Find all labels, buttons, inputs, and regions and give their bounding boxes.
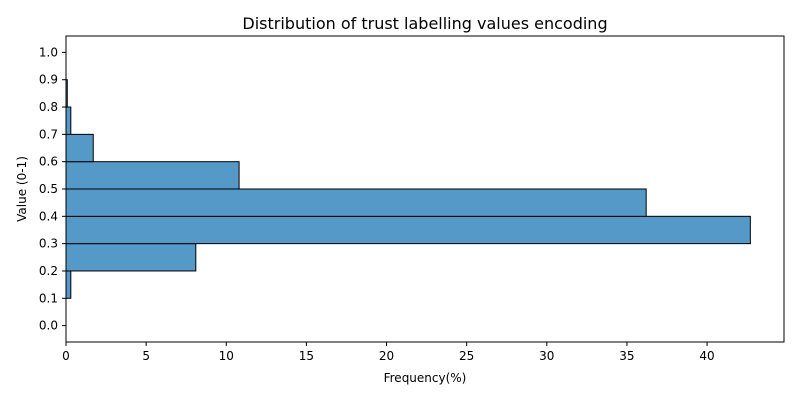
histogram-bar-2 [65,215,751,245]
y-tick-label: 0.2 [39,264,58,278]
x-tick-label: 0 [62,349,70,363]
chart-title: Distribution of trust labelling values e… [242,14,607,33]
x-tick-label: 40 [699,349,714,363]
x-tick-label: 5 [142,349,150,363]
histogram-bar-0 [65,270,72,299]
histogram-bar-1 [65,243,197,272]
y-tick-label: 0.1 [39,291,58,305]
y-tick-label: 1.0 [39,45,58,59]
histogram-bar-3 [65,188,647,217]
y-tick-label: 0.3 [39,237,58,251]
x-tick-label: 35 [619,349,634,363]
y-axis-ticks: 0.0 0.1 0.2 0.3 0.4 0.5 0.6 0.7 0.8 0.9 1.0 [39,45,66,333]
histogram-bar-6 [65,106,72,135]
y-axis-label: Value (0-1) [15,156,29,222]
histogram-bar-5 [65,133,94,163]
y-tick-label: 0.5 [39,182,58,196]
y-tick-label: 0.9 [39,73,58,87]
x-axis-label: Frequency(%) [384,371,467,385]
histogram-bar-4 [65,161,240,190]
x-tick-label: 25 [459,349,474,363]
y-tick-label: 0.7 [39,127,58,141]
x-tick-label: 15 [299,349,314,363]
x-tick-label: 30 [539,349,554,363]
x-tick-label: 20 [379,349,394,363]
x-tick-label: 10 [219,349,234,363]
y-tick-label: 0.4 [39,209,58,223]
y-tick-label: 0.8 [39,100,58,114]
y-tick-label: 0.6 [39,155,58,169]
x-axis-ticks: 0 5 10 15 20 25 30 35 40 [62,342,715,363]
y-tick-label: 0.0 [39,319,58,333]
bars-group [65,79,751,299]
